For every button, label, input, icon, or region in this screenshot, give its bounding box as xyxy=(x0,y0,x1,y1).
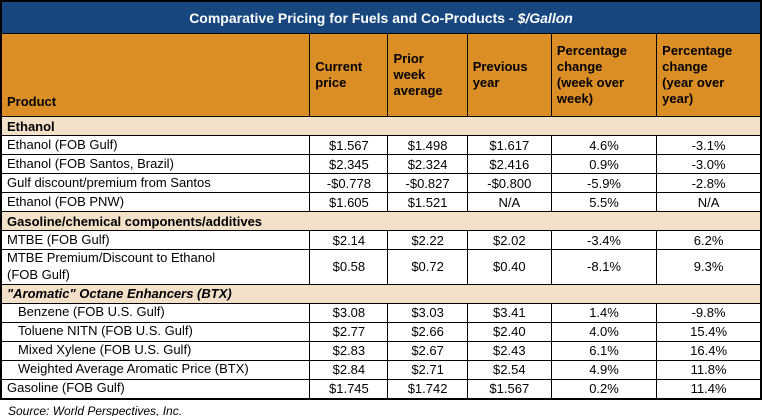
value-cell-prior-week-average: $1.521 xyxy=(387,192,468,212)
value-cell-pct-change-yoy: -3.1% xyxy=(656,135,762,155)
product-cell: Ethanol (FOB Gulf) xyxy=(0,135,311,155)
table-row: Gulf discount/premium from Santos -$0.778… xyxy=(0,173,762,193)
value-cell-pct-change-yoy: 11.4% xyxy=(656,378,762,400)
value-cell-prior-week-average: $0.72 xyxy=(387,249,468,285)
product-cell: Gasoline (FOB Gulf) xyxy=(0,378,311,400)
section-row: Gasoline/chemical components/additives xyxy=(0,211,762,231)
value-cell-current-price: $2.83 xyxy=(309,340,389,361)
value-cell-pct-change-wow: 6.1% xyxy=(550,340,658,361)
column-header-product: Product xyxy=(0,33,311,117)
value-cell-current-price: $2.77 xyxy=(309,321,389,342)
table-title-text: Comparative Pricing for Fuels and Co-Pro… xyxy=(189,9,514,26)
value-cell-pct-change-yoy: -3.0% xyxy=(656,154,762,174)
table-row: Ethanol (FOB Santos, Brazil) $2.345 $2.324… xyxy=(0,154,762,174)
value-cell-previous-year: $2.40 xyxy=(466,321,552,342)
comparative-pricing-table: Comparative Pricing for Fuels and Co-Pro… xyxy=(0,0,762,400)
value-cell-current-price: $3.08 xyxy=(309,302,389,323)
table-row: Ethanol (FOB PNW) $1.605 $1.521 N/A 5.5% N/A xyxy=(0,192,762,212)
column-header-pct-change-yoy: Percentage change (year over year) xyxy=(656,33,762,117)
value-cell-pct-change-wow: -5.9% xyxy=(550,173,658,193)
table-row: Weighted Average Aromatic Price (BTX) $2.… xyxy=(0,359,762,380)
value-cell-prior-week-average: $2.66 xyxy=(387,321,468,342)
column-header-row: Product Current price Prior week average Pr… xyxy=(0,33,762,117)
section-label: Ethanol xyxy=(0,116,762,136)
value-cell-previous-year: $0.40 xyxy=(466,249,552,285)
value-cell-pct-change-yoy: 16.4% xyxy=(656,340,762,361)
value-cell-pct-change-yoy: -9.8% xyxy=(656,302,762,323)
value-cell-current-price: $2.84 xyxy=(309,359,389,380)
table-row: Benzene (FOB U.S. Gulf) $3.08 $3.03 $3.41 1.… xyxy=(0,302,762,323)
table-row: Mixed Xylene (FOB U.S. Gulf) $2.83 $2.67 $2… xyxy=(0,340,762,361)
value-cell-pct-change-wow: -3.4% xyxy=(550,230,658,250)
column-header-pct-change-wow: Percentage change (week over week) xyxy=(550,33,658,117)
product-cell: Ethanol (FOB PNW) xyxy=(0,192,311,212)
value-cell-current-price: $2.345 xyxy=(309,154,389,174)
section-row: "Aromatic" Octane Enhancers (BTX) xyxy=(0,283,762,304)
value-cell-prior-week-average: $2.324 xyxy=(387,154,468,174)
value-cell-current-price: $1.567 xyxy=(309,135,389,155)
value-cell-previous-year: -$0.800 xyxy=(466,173,552,193)
value-cell-current-price: $0.58 xyxy=(309,249,389,285)
value-cell-previous-year: $2.54 xyxy=(466,359,552,380)
value-cell-current-price: $2.14 xyxy=(309,230,389,250)
value-cell-previous-year: N/A xyxy=(466,192,552,212)
value-cell-prior-week-average: $1.742 xyxy=(387,378,468,400)
value-cell-previous-year: $1.617 xyxy=(466,135,552,155)
value-cell-pct-change-wow: 5.5% xyxy=(550,192,658,212)
value-cell-pct-change-yoy: 11.8% xyxy=(656,359,762,380)
value-cell-previous-year: $2.416 xyxy=(466,154,552,174)
value-cell-pct-change-wow: 4.9% xyxy=(550,359,658,380)
table-row: Gasoline (FOB Gulf) $1.745 $1.742 $1.567 0.2… xyxy=(0,378,762,400)
table-title: Comparative Pricing for Fuels and Co-Pro… xyxy=(0,0,762,34)
value-cell-current-price: $1.605 xyxy=(309,192,389,212)
product-cell: MTBE Premium/Discount to Ethanol (FOB Gu… xyxy=(0,249,311,285)
table-row: Ethanol (FOB Gulf) $1.567 $1.498 $1.617 4.6%… xyxy=(0,135,762,155)
product-cell: Mixed Xylene (FOB U.S. Gulf) xyxy=(0,340,311,361)
product-cell: Gulf discount/premium from Santos xyxy=(0,173,311,193)
table-row: MTBE Premium/Discount to Ethanol (FOB Gu… xyxy=(0,249,762,285)
title-bar: Comparative Pricing for Fuels and Co-Pro… xyxy=(0,0,762,34)
value-cell-pct-change-yoy: 9.3% xyxy=(656,249,762,285)
value-cell-prior-week-average: $2.67 xyxy=(387,340,468,361)
value-cell-pct-change-yoy: 6.2% xyxy=(656,230,762,250)
section-label: Gasoline/chemical components/additives xyxy=(0,211,762,231)
value-cell-prior-week-average: $1.498 xyxy=(387,135,468,155)
value-cell-pct-change-yoy: N/A xyxy=(656,192,762,212)
table-row: Toluene NITN (FOB U.S. Gulf) $2.77 $2.66 $2… xyxy=(0,321,762,342)
value-cell-previous-year: $2.02 xyxy=(466,230,552,250)
value-cell-current-price: -$0.778 xyxy=(309,173,389,193)
value-cell-pct-change-wow: 0.2% xyxy=(550,378,658,400)
source-note: Source: World Perspectives, Inc. xyxy=(8,403,183,416)
product-cell: Ethanol (FOB Santos, Brazil) xyxy=(0,154,311,174)
section-label: "Aromatic" Octane Enhancers (BTX) xyxy=(0,283,762,304)
value-cell-pct-change-wow: 1.4% xyxy=(550,302,658,323)
value-cell-prior-week-average: $2.71 xyxy=(387,359,468,380)
value-cell-pct-change-wow: 4.6% xyxy=(550,135,658,155)
value-cell-pct-change-yoy: -2.8% xyxy=(656,173,762,193)
value-cell-prior-week-average: $2.22 xyxy=(387,230,468,250)
value-cell-prior-week-average: $3.03 xyxy=(387,302,468,323)
value-cell-previous-year: $3.41 xyxy=(466,302,552,323)
table-row: MTBE (FOB Gulf) $2.14 $2.22 $2.02 -3.4% 6.2% xyxy=(0,230,762,250)
value-cell-prior-week-average: -$0.827 xyxy=(387,173,468,193)
column-header-prior-week-average: Prior week average xyxy=(387,33,468,117)
value-cell-current-price: $1.745 xyxy=(309,378,389,400)
column-header-previous-year: Previous year xyxy=(466,33,552,117)
value-cell-previous-year: $2.43 xyxy=(466,340,552,361)
product-cell: Weighted Average Aromatic Price (BTX) xyxy=(0,359,311,380)
product-cell: MTBE (FOB Gulf) xyxy=(0,230,311,250)
value-cell-pct-change-wow: 4.0% xyxy=(550,321,658,342)
value-cell-previous-year: $1.567 xyxy=(466,378,552,400)
column-header-current-price: Current price xyxy=(309,33,389,117)
value-cell-pct-change-yoy: 15.4% xyxy=(656,321,762,342)
value-cell-pct-change-wow: -8.1% xyxy=(550,249,658,285)
product-cell: Toluene NITN (FOB U.S. Gulf) xyxy=(0,321,311,342)
table-title-unit: $/Gallon xyxy=(517,9,573,26)
value-cell-pct-change-wow: 0.9% xyxy=(550,154,658,174)
section-row: Ethanol xyxy=(0,116,762,136)
product-cell: Benzene (FOB U.S. Gulf) xyxy=(0,302,311,323)
